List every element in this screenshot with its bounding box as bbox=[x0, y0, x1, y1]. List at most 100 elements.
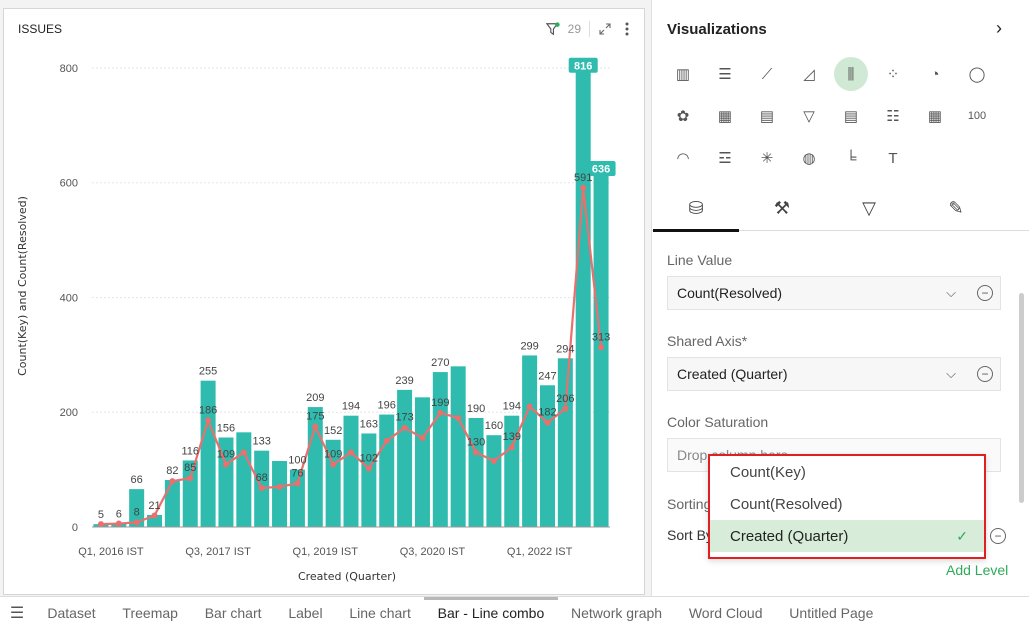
line-point bbox=[508, 444, 515, 451]
line-data-label: 199 bbox=[431, 397, 449, 409]
line-point bbox=[365, 465, 372, 472]
line-point bbox=[133, 519, 140, 526]
tab-data[interactable]: ⛁ bbox=[653, 186, 739, 232]
funnel-chart-icon[interactable]: ▽ bbox=[803, 108, 815, 125]
bar-data-label-bg bbox=[568, 57, 598, 73]
dropdown-option[interactable]: Count(Key) bbox=[710, 456, 984, 488]
kpi-number-icon[interactable]: 100 bbox=[967, 110, 987, 122]
x-tick-label: Q3, 2017 IST bbox=[185, 546, 251, 558]
remove-shared-axis-button[interactable]: − bbox=[977, 366, 993, 382]
bar bbox=[379, 414, 395, 527]
line-point bbox=[115, 520, 122, 527]
page-tab[interactable]: Untitled Page bbox=[789, 604, 874, 621]
page-tab[interactable]: Treemap bbox=[122, 604, 178, 621]
bar bbox=[557, 358, 573, 527]
waterfall-chart-icon[interactable]: ╘ bbox=[845, 149, 857, 167]
table-icon[interactable]: ▤ bbox=[843, 108, 859, 125]
scatter-plot-icon[interactable]: ⁘ bbox=[886, 66, 900, 83]
page-tab[interactable]: Label bbox=[288, 604, 323, 621]
bar-data-label: 82 bbox=[166, 465, 178, 477]
area-chart-icon[interactable]: ◿ bbox=[803, 66, 815, 83]
line-chart-icon[interactable]: ⟋ bbox=[761, 65, 773, 83]
remove-sort-level-button[interactable]: − bbox=[990, 528, 1006, 544]
list-icon[interactable]: ☷ bbox=[886, 108, 900, 125]
filter-icon[interactable] bbox=[545, 21, 560, 37]
pivot-table-icon[interactable]: ▤ bbox=[759, 108, 775, 125]
add-level-link[interactable]: Add Level bbox=[946, 562, 1009, 578]
panel-scrollbar[interactable] bbox=[1019, 293, 1024, 503]
bar-data-label: 816 bbox=[574, 60, 592, 72]
bar-data-label: 247 bbox=[538, 370, 556, 382]
y-tick-label: 200 bbox=[60, 407, 78, 419]
shared-axis-select[interactable]: Created (Quarter) ⌵ bbox=[667, 357, 1001, 391]
network-graph-icon[interactable]: ✳ bbox=[760, 150, 774, 167]
bar-data-label: 636 bbox=[592, 164, 610, 176]
treemap-icon[interactable]: ▦ bbox=[717, 108, 733, 125]
bar bbox=[200, 380, 216, 527]
more-vertical-icon[interactable] bbox=[620, 21, 634, 37]
bar-data-label: 255 bbox=[199, 366, 217, 378]
bar-data-label: 190 bbox=[467, 403, 485, 415]
page-tab[interactable]: Line chart bbox=[349, 604, 411, 621]
line-point bbox=[330, 461, 337, 468]
page-tab[interactable]: Bar chart bbox=[204, 604, 262, 621]
bar-chart-icon[interactable]: ☰ bbox=[718, 66, 732, 83]
chevron-right-icon[interactable]: › bbox=[996, 18, 1002, 38]
check-icon: ✓ bbox=[956, 527, 968, 544]
page-tab[interactable]: Bar - Line combo bbox=[424, 596, 559, 628]
chart-card: ISSUES 29 5 6 66 21 82 116 255 156 133 100 209 152 1… bbox=[3, 8, 645, 595]
line-data-label: 313 bbox=[592, 331, 610, 343]
line-point bbox=[312, 423, 319, 430]
bar-data-label: 6 bbox=[116, 509, 122, 521]
line-data-label: 175 bbox=[306, 411, 324, 423]
expand-icon[interactable] bbox=[598, 21, 612, 37]
line-point bbox=[490, 458, 497, 465]
line-data-label: 109 bbox=[217, 448, 235, 460]
chevron-down-icon: ⌵ bbox=[946, 285, 956, 300]
page-tab[interactable]: Network graph bbox=[571, 604, 663, 621]
sunburst-chart-icon[interactable]: ✿ bbox=[676, 108, 690, 125]
tab-format[interactable]: ⚒ bbox=[739, 186, 825, 231]
line-data-label: 76 bbox=[291, 467, 303, 479]
dropdown-option[interactable]: Count(Resolved) bbox=[710, 488, 984, 520]
page-tab[interactable]: Dataset bbox=[47, 604, 96, 621]
remove-line-value-button[interactable]: − bbox=[977, 285, 993, 301]
tab-conditional-format[interactable]: ✎ bbox=[913, 186, 999, 231]
bar-data-label: 100 bbox=[288, 455, 306, 467]
line-point bbox=[258, 484, 265, 491]
bar-line-combo-icon[interactable]: ⫼ bbox=[834, 57, 868, 91]
x-tick-label: Q1, 2022 IST bbox=[507, 546, 573, 558]
bar-data-label: 209 bbox=[306, 392, 324, 404]
sort-by-dropdown: Count(Key) Count(Resolved) Created (Quarte… bbox=[708, 454, 986, 559]
bar-data-label: 152 bbox=[324, 425, 342, 437]
hamburger-menu-icon[interactable]: ☰ bbox=[9, 604, 25, 622]
tab-filter[interactable]: ▽ bbox=[826, 186, 912, 231]
highlighter-icon: ✎ bbox=[948, 198, 964, 218]
bar bbox=[414, 397, 430, 527]
dropdown-option-label: Count(Resolved) bbox=[730, 495, 843, 513]
line-data-label: 102 bbox=[360, 452, 378, 464]
page-tab[interactable]: Word Cloud bbox=[688, 604, 763, 621]
x-axis-label: Created (Quarter) bbox=[298, 570, 396, 583]
line-data-label: 206 bbox=[556, 393, 574, 405]
gantt-icon[interactable]: ☲ bbox=[718, 150, 732, 167]
line-data-label: 85 bbox=[184, 462, 196, 474]
line-point bbox=[401, 424, 408, 431]
pie-chart-icon[interactable]: ◔ bbox=[930, 65, 940, 83]
bar bbox=[575, 58, 591, 528]
shared-axis-text: Created (Quarter) bbox=[677, 366, 788, 382]
text-icon[interactable]: T bbox=[888, 149, 898, 167]
column-chart-icon[interactable]: ▥ bbox=[675, 66, 691, 83]
chart-title: ISSUES bbox=[18, 22, 63, 36]
bar-data-label: 270 bbox=[431, 357, 449, 369]
card-grid-icon[interactable]: ▦ bbox=[927, 108, 943, 125]
donut-chart-icon[interactable]: ◯ bbox=[968, 66, 986, 83]
line-data-label: 139 bbox=[503, 431, 521, 443]
line-point bbox=[526, 403, 533, 410]
gauge-icon[interactable]: ◠ bbox=[676, 150, 690, 167]
map-globe-icon[interactable]: ◍ bbox=[802, 150, 816, 167]
filter-icon: ▽ bbox=[862, 198, 876, 218]
line-data-label: 109 bbox=[324, 448, 342, 460]
dropdown-option[interactable]: Created (Quarter) ✓ bbox=[710, 520, 984, 552]
line-value-select[interactable]: Count(Resolved) ⌵ bbox=[667, 276, 1001, 310]
